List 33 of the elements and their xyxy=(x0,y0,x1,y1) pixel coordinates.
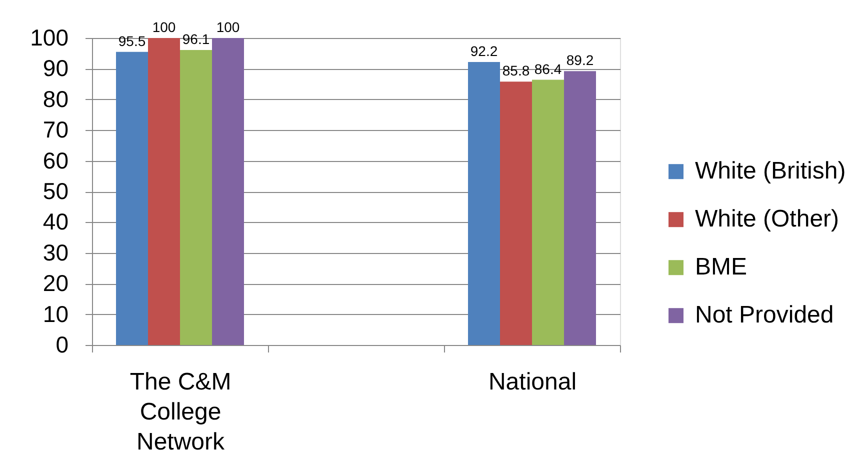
data-label: 86.4 xyxy=(534,60,562,77)
data-label: 100 xyxy=(152,19,176,35)
y-tick-label: 60 xyxy=(42,147,68,174)
x-tick-label: The C&M College Network xyxy=(130,368,232,456)
bar xyxy=(564,71,596,345)
bar xyxy=(532,80,564,345)
y-tick-label: 20 xyxy=(42,270,68,296)
y-tick-label: 10 xyxy=(42,300,68,327)
y-tick-label: 80 xyxy=(42,86,68,112)
data-label: 100 xyxy=(216,19,240,35)
data-label: 92.2 xyxy=(470,42,498,59)
legend-label: White (Other) xyxy=(695,206,840,233)
y-tick-label: 90 xyxy=(42,55,68,82)
legend-label: BME xyxy=(695,254,748,281)
bar xyxy=(180,50,212,345)
bar xyxy=(468,62,500,345)
x-tick-label: National xyxy=(488,368,577,396)
bar xyxy=(212,38,244,345)
legend-label: Not Provided xyxy=(695,302,834,329)
data-label: 95.5 xyxy=(118,32,146,49)
bar xyxy=(148,38,180,345)
y-tick-label: 50 xyxy=(42,178,68,204)
bar xyxy=(116,52,148,345)
y-tick-label: 40 xyxy=(42,208,68,235)
bar xyxy=(500,82,532,345)
y-tick-label: 0 xyxy=(56,332,68,358)
y-tick-label: 70 xyxy=(42,116,68,143)
data-label: 89.2 xyxy=(566,52,594,68)
legend-label: White (British) xyxy=(695,158,846,185)
data-label: 85.8 xyxy=(502,62,530,79)
data-label: 96.1 xyxy=(182,30,210,47)
y-tick-label: 100 xyxy=(30,24,68,50)
y-tick-label: 30 xyxy=(42,239,68,266)
